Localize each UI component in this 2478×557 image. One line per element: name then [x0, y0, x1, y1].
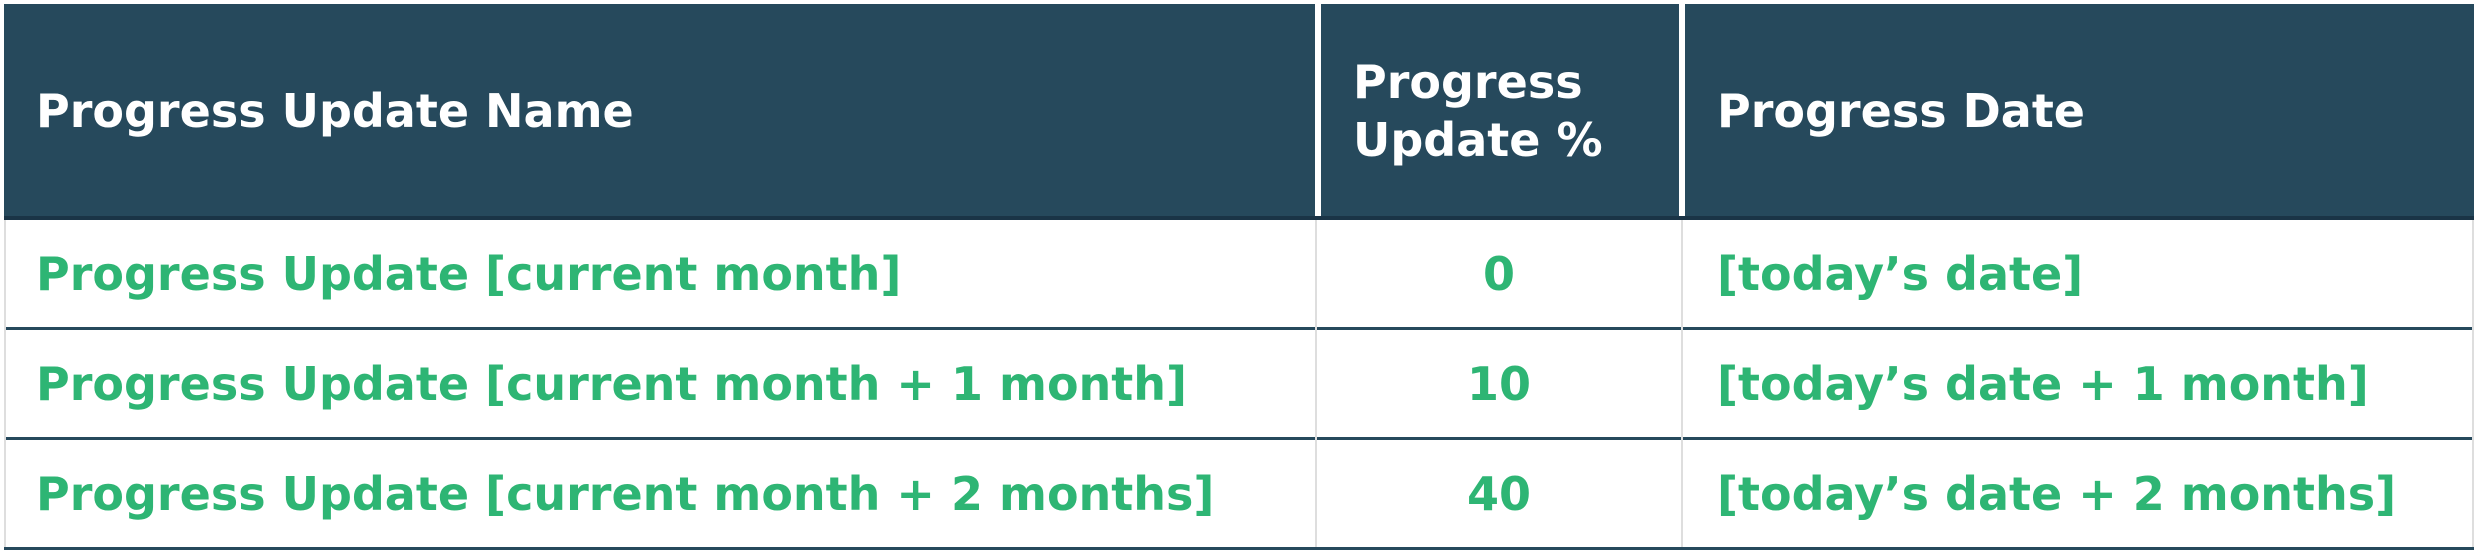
column-header-progress-update-name: Progress Update Name — [4, 4, 1315, 218]
progress-date-cell: [today’s date + 2 months] — [1717, 466, 2397, 521]
table-header-row: Progress Update Name Progress Update % P… — [4, 4, 2474, 218]
column-header-label: Progress Date — [1717, 84, 2085, 138]
progress-update-percent-cell: 40 — [1466, 466, 1531, 521]
progress-update-percent-cell: 0 — [1482, 246, 1515, 301]
header-bottom-border — [4, 216, 2474, 220]
progress-update-percent-cell: 10 — [1466, 356, 1531, 411]
table-right-border — [2472, 220, 2474, 547]
table-row: Progress Update [current month] 0 [today… — [4, 220, 2474, 327]
column-divider — [1315, 220, 1317, 547]
header-column-divider — [1315, 4, 1321, 218]
header-column-divider — [1679, 4, 1685, 218]
row-divider — [4, 437, 2474, 440]
table-row: Progress Update [current month + 1 month… — [4, 330, 2474, 437]
column-header-label: Progress Update % — [1353, 55, 1603, 167]
progress-update-name-cell: Progress Update [current month + 1 month… — [36, 356, 1188, 411]
table-left-border — [4, 220, 6, 547]
column-header-progress-date: Progress Date — [1685, 4, 2474, 218]
row-divider — [4, 327, 2474, 330]
column-header-label: Progress Update Name — [36, 84, 634, 138]
progress-date-cell: [today’s date] — [1717, 246, 2084, 301]
progress-updates-table: Progress Update Name Progress Update % P… — [4, 4, 2474, 552]
column-divider — [1681, 220, 1683, 547]
table-row: Progress Update [current month + 2 month… — [4, 440, 2474, 547]
progress-update-name-cell: Progress Update [current month + 2 month… — [36, 466, 1215, 521]
progress-update-name-cell: Progress Update [current month] — [36, 246, 902, 301]
row-divider — [4, 547, 2474, 550]
progress-date-cell: [today’s date + 1 month] — [1717, 356, 2369, 411]
column-header-progress-update-percent: Progress Update % — [1321, 4, 1679, 218]
